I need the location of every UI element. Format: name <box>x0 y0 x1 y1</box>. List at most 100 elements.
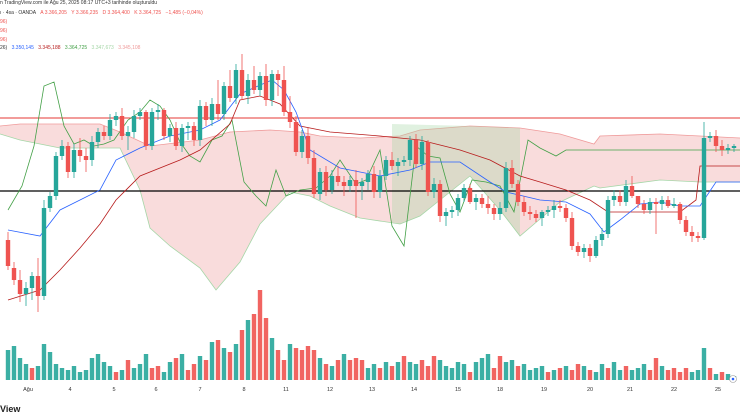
candle-body <box>65 146 71 172</box>
candle-body <box>713 136 719 146</box>
volume-bar <box>143 354 149 380</box>
volume-bar <box>191 364 197 380</box>
cloud-span-b-line <box>0 133 740 291</box>
indicator-row-1: 96) <box>0 19 8 25</box>
kijun-sen-line <box>7 95 740 301</box>
candle-body <box>419 142 425 164</box>
volume-bar <box>47 352 53 380</box>
ohlc-close: K 3.364,725 <box>134 10 162 16</box>
volume-bar <box>167 362 173 380</box>
candle-body <box>413 140 419 164</box>
candle-body <box>23 288 29 294</box>
volume-bar <box>173 358 179 380</box>
candle-body <box>515 184 521 202</box>
candle-body <box>293 122 299 152</box>
volume-bar <box>479 358 485 380</box>
volume-bar <box>533 368 539 380</box>
candle-body <box>263 76 269 100</box>
volume-bar <box>107 366 113 380</box>
candle-body <box>59 146 65 156</box>
x-tick-label: 20 <box>587 387 593 393</box>
volume-bar <box>425 366 431 380</box>
x-tick-label: 8 <box>242 387 245 393</box>
volume-bar <box>281 360 287 380</box>
volume-bar <box>719 372 725 380</box>
volume-bar <box>53 364 59 380</box>
candle-body <box>485 204 491 208</box>
candle-body <box>497 208 503 214</box>
volume-bar <box>467 372 473 380</box>
volume-bar <box>497 356 503 380</box>
volume-bar <box>683 368 689 380</box>
candle-body <box>107 120 113 136</box>
indicator-row-2: 96) <box>0 28 8 34</box>
candle-body <box>731 146 737 148</box>
candle-body <box>671 204 677 206</box>
candle-body <box>383 160 389 176</box>
volume-bar <box>347 360 353 380</box>
volume-bar <box>617 370 623 380</box>
symbol-text: ı · 4sa · OANDA <box>0 10 37 16</box>
volume-bar <box>635 368 641 380</box>
volume-bar <box>335 360 341 380</box>
tradingview-logo-text: View <box>0 404 21 414</box>
candle-body <box>587 248 593 256</box>
ichimoku-chikou-value: 3.364,725 <box>64 45 88 51</box>
candle-body <box>101 132 107 136</box>
volume-bar <box>377 368 383 380</box>
candle-body <box>239 70 245 96</box>
candle-body <box>437 184 443 216</box>
volume-bar <box>275 350 281 380</box>
candle-body <box>581 248 587 252</box>
volume-bar <box>257 290 263 380</box>
candle-body <box>455 198 461 210</box>
candle-body <box>707 136 713 138</box>
x-tick-label: 5 <box>112 387 115 393</box>
volume-bar <box>545 372 551 380</box>
candle-body <box>407 140 413 160</box>
volume-bar <box>155 366 161 380</box>
volume-bar <box>239 330 245 380</box>
candle-body <box>305 136 311 158</box>
volume-bar <box>365 368 371 380</box>
candle-body <box>47 196 53 208</box>
volume-bar <box>59 368 65 380</box>
candle-body <box>5 240 11 266</box>
volume-bar <box>389 366 395 380</box>
x-tick-label: 12 <box>327 387 333 393</box>
volume-bar <box>371 364 377 380</box>
candle-body <box>353 180 359 186</box>
volume-bar <box>707 368 713 380</box>
candle-body <box>311 158 317 194</box>
volume-bar <box>575 364 581 380</box>
candle-body <box>563 208 569 218</box>
volume-bar <box>557 368 563 380</box>
volume-bar <box>659 366 665 380</box>
candle-body <box>623 186 629 202</box>
candle-body <box>371 174 377 192</box>
volume-bar <box>599 364 605 380</box>
candle-body <box>461 188 467 198</box>
candle-body <box>659 200 665 204</box>
volume-bar <box>101 362 107 380</box>
volume-bar <box>449 368 455 380</box>
volume-bar <box>203 360 209 380</box>
candle-body <box>71 150 77 172</box>
candle-body <box>365 174 371 182</box>
volume-bar <box>113 372 119 380</box>
candle-body <box>635 196 641 204</box>
candle-body <box>701 138 707 238</box>
volume-bar <box>137 364 143 380</box>
volume-bar <box>647 370 653 380</box>
candle-body <box>119 116 125 136</box>
candle-body <box>209 104 215 120</box>
chart-symbol-line: ı · 4sa · OANDA A 3.366,205 Y 3.366,235 … <box>0 10 206 17</box>
x-tick-label: Ağu <box>23 387 33 393</box>
x-tick-label: 18 <box>497 387 503 393</box>
ichimoku-cloud <box>0 124 740 290</box>
volume-bar <box>677 372 683 380</box>
indicator-row-3: 96) <box>0 37 8 43</box>
volume-bar <box>215 340 221 380</box>
volume-bar <box>437 360 443 380</box>
